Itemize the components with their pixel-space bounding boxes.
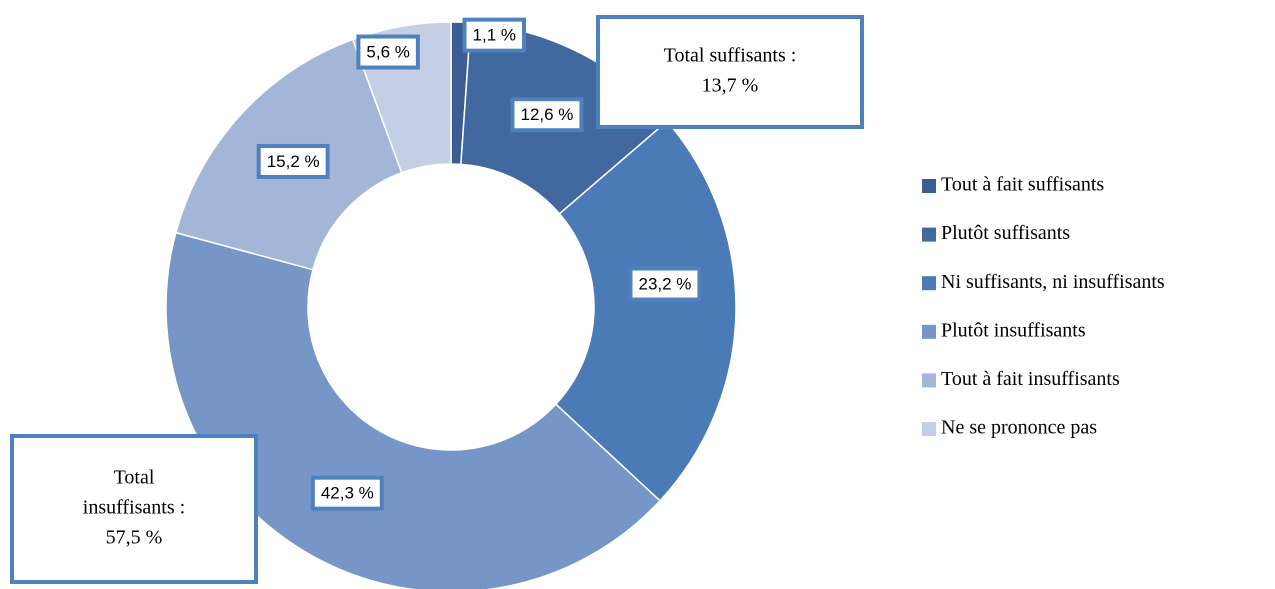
annotation-text: Total suffisants : [664,45,797,67]
legend-label: Tout à fait suffisants [941,174,1104,196]
data-label: 23,2 % [628,266,702,302]
data-label-text: 42,3 % [321,484,374,503]
annotation-text: 13,7 % [702,75,759,97]
legend-swatch [922,179,936,193]
legend-label: Tout à fait insuffisants [941,368,1120,390]
data-label: 1,1 % [462,17,527,53]
data-label-box [510,97,584,133]
legend-swatch [922,227,936,242]
data-label-text: 15,2 % [267,152,320,171]
legend-label: Ne se prononce pas [941,417,1097,439]
data-label-box [256,143,330,179]
legend-swatch [922,373,936,388]
data-label: 42,3 % [310,475,384,511]
donut-slice [554,120,737,502]
annotation-text: insuffisants : [83,497,185,519]
data-label-text: 23,2 % [638,275,691,294]
data-label-text: 5,6 % [366,43,409,62]
legend-label: Plutôt suffisants [941,222,1070,244]
annotation-text: Total [114,467,155,489]
legend-label: Ni suffisants, ni insuffisants [941,271,1165,293]
legend-swatch [922,276,936,291]
data-label: 12,6 % [510,97,584,133]
data-label-text: 1,1 % [473,26,516,45]
annotation-box [596,15,864,129]
legend-swatch [922,422,936,436]
legend-swatch [922,324,936,339]
legend-label: Plutôt insuffisants [941,319,1086,341]
data-label: 15,2 % [256,143,330,179]
data-label-box [628,266,702,302]
data-label-box [310,475,384,511]
annotation-box [10,434,258,584]
data-label-text: 12,6 % [520,105,573,124]
donut-slice [165,231,662,589]
data-label-box [356,34,420,70]
data-label: 5,6 % [356,34,420,70]
data-label-box [462,17,527,53]
annotation-text: 57,5 % [106,527,163,549]
